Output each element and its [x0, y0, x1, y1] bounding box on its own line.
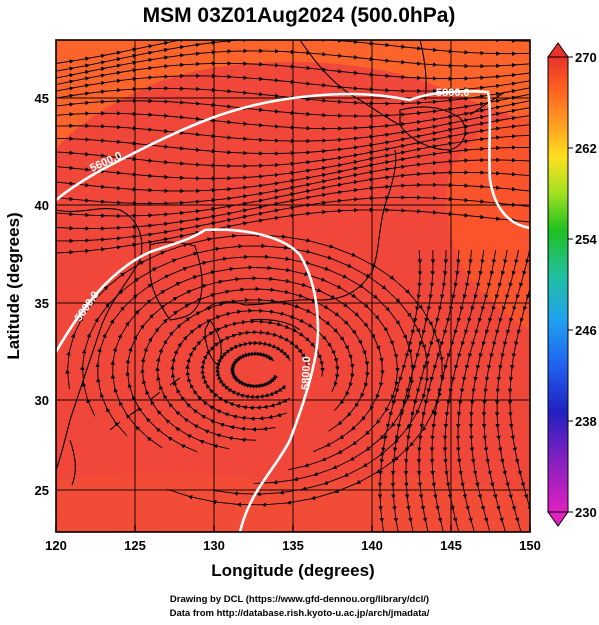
y-tick-label: 35 — [35, 296, 49, 311]
contour-5600-north — [56, 89, 530, 230]
x-tick-label: 130 — [203, 538, 225, 553]
colorbar-tick-label: 230 — [575, 505, 597, 520]
colorbar-max-arrow — [547, 42, 569, 58]
colorbar-tick-label: 270 — [575, 50, 597, 65]
y-tick-label: 25 — [35, 483, 49, 498]
colorbar-tick-label: 262 — [575, 141, 597, 156]
colorbar-tick-label: 246 — [575, 323, 597, 338]
y-axis-label: Latitude (degrees) — [4, 212, 23, 359]
grid — [56, 40, 530, 532]
height-contours — [56, 89, 530, 532]
colorbar-tick-label: 254 — [575, 232, 597, 247]
credit-drawing: Drawing by DCL (https://www.gfd-dennou.o… — [169, 594, 430, 605]
credit-data-source: Data from http://database.rish.kyoto-u.a… — [169, 608, 430, 619]
contour-5800-south — [56, 228, 320, 532]
x-tick-label: 135 — [282, 538, 304, 553]
x-tick-label: 140 — [361, 538, 383, 553]
colorbar-tick-label: 238 — [575, 414, 597, 429]
x-tick-label: 145 — [440, 538, 462, 553]
x-ticks — [55, 525, 531, 532]
x-tick-label: 150 — [519, 538, 541, 553]
x-tick-label: 120 — [45, 538, 67, 553]
x-tick-label: 125 — [124, 538, 146, 553]
streamline — [507, 259, 530, 523]
colorbar: 270 262 254 246 238 230 — [547, 42, 597, 527]
colorbar-bar — [547, 56, 569, 513]
y-tick-label: 30 — [35, 393, 49, 408]
contour-label: 5800.0 — [436, 87, 470, 99]
y-tick-label: 45 — [35, 91, 49, 106]
contour-label: 5800.0 — [300, 356, 313, 390]
plot-area: 5600.0 5800.0 5800.0 5800.0 — [56, 40, 530, 532]
coastlines — [56, 40, 506, 486]
chart-title: MSM 03Z01Aug2024 (500.0hPa) — [143, 4, 456, 27]
colorbar-min-arrow — [547, 511, 569, 527]
x-axis-label: Longitude (degrees) — [211, 561, 374, 580]
y-tick-label: 40 — [35, 198, 49, 213]
